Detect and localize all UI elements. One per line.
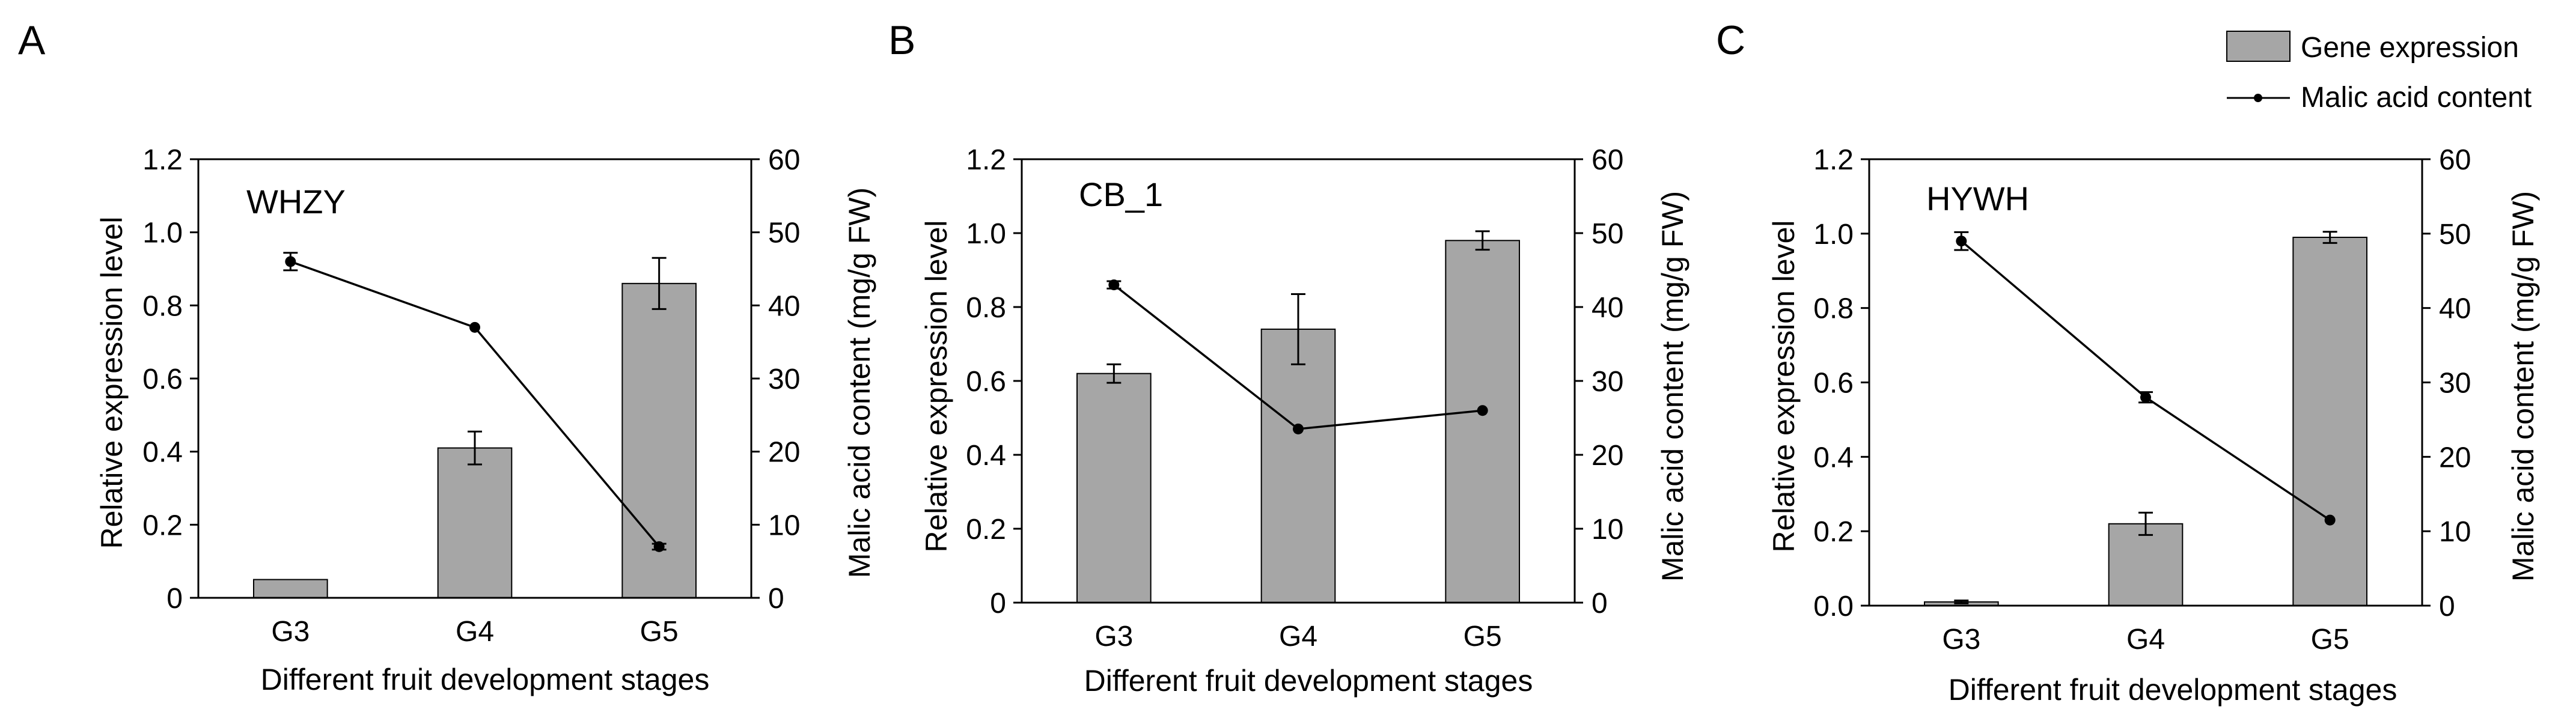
legend-line-marker: [2254, 94, 2262, 102]
legend: Gene expression Malic acid content: [2226, 31, 2532, 114]
y2-tick-label: 30: [768, 364, 800, 395]
x-tick-label: G5: [640, 616, 679, 648]
bar-g3: [253, 579, 328, 598]
y-tick-label: 0.2: [1813, 516, 1854, 548]
y-tick-label: 0: [166, 583, 183, 615]
y-tick-label: 0.4: [142, 437, 183, 469]
y2-tick-label: 30: [2439, 368, 2471, 400]
y2-tick-label: 50: [1592, 218, 1623, 250]
bar-g4: [1260, 328, 1336, 604]
malic-acid-line: [1961, 240, 2331, 522]
panel-title: WHZY: [246, 183, 346, 221]
x-tick-label: G5: [2311, 624, 2349, 656]
y-tick-label: 0.6: [1813, 368, 1854, 400]
y-tick-label: 0.8: [142, 290, 183, 322]
y-axis-label: Relative expression level: [95, 216, 129, 549]
y2-axis-label: Malic acid content (mg/g FW): [1656, 191, 1689, 582]
panel-title: CB_1: [1079, 175, 1163, 213]
y-axis-label: Relative expression level: [920, 220, 953, 552]
line-point-g4: [469, 321, 480, 333]
bar-g3: [1076, 373, 1152, 603]
line-point-g3: [1108, 279, 1120, 291]
y-axis-label: Relative expression level: [1767, 220, 1801, 552]
bar-g4: [2108, 523, 2184, 606]
x-tick-label: G3: [1942, 624, 1980, 656]
y2-tick-label: 60: [2439, 144, 2471, 176]
panel-c: C HYWH Relative expression level Malic a…: [1716, 17, 2540, 707]
y2-tick-label: 50: [2439, 219, 2471, 251]
y-tick-label: 1.0: [142, 218, 183, 249]
y-tick-label: 0: [990, 588, 1006, 619]
y2-tick-label: 10: [1592, 514, 1623, 546]
y-tick-label: 1.0: [1813, 219, 1854, 251]
x-axis-label: Different fruit development stages: [261, 663, 710, 696]
y2-tick-label: 40: [1592, 292, 1623, 324]
y2-tick-label: 10: [2439, 516, 2471, 548]
y2-tick-label: 20: [1592, 440, 1623, 472]
line-point-g5: [1477, 405, 1488, 416]
x-tick-label: G4: [2126, 624, 2165, 656]
y-tick-label: 0.8: [1813, 293, 1854, 325]
y2-tick-label: 10: [768, 510, 800, 541]
y2-tick-label: 40: [2439, 293, 2471, 325]
y2-tick-label: 20: [2439, 442, 2471, 473]
y-tick-label: 0.2: [142, 510, 183, 541]
panel-a: A WHZY Relative expression level Malic a…: [18, 17, 876, 696]
bar-g5: [1445, 240, 1520, 603]
bar-g5: [2292, 237, 2367, 606]
y-tick-label: 0.6: [966, 366, 1006, 398]
y-tick-label: 0.8: [966, 292, 1006, 324]
panel-letter: C: [1716, 17, 1745, 63]
y-tick-label: 0.4: [966, 440, 1006, 472]
y-tick-label: 0.4: [1813, 442, 1854, 473]
line-point-g5: [653, 541, 665, 552]
legend-bar-swatch: [2226, 31, 2291, 62]
x-tick-label: G3: [271, 616, 310, 648]
y-tick-label: 1.2: [966, 144, 1006, 176]
line-point-g4: [1293, 423, 1304, 434]
line-point-g5: [2324, 514, 2336, 526]
line-point-g4: [2140, 392, 2151, 403]
x-tick-label: G3: [1094, 621, 1133, 653]
y-tick-label: 1.0: [966, 218, 1006, 250]
y-tick-label: 1.2: [142, 144, 183, 176]
legend-line-label: Malic acid content: [2301, 82, 2532, 114]
y2-tick-label: 50: [768, 218, 800, 249]
y-tick-label: 1.2: [1813, 144, 1854, 176]
x-axis-label: Different fruit development stages: [1084, 664, 1533, 698]
line-point-g3: [1956, 236, 1967, 247]
y2-axis-label: Malic acid content (mg/g FW): [2506, 191, 2540, 582]
line-point-g3: [285, 256, 296, 267]
y2-tick-label: 40: [768, 290, 800, 322]
y2-tick-label: 60: [1592, 144, 1623, 176]
x-tick-label: G5: [1463, 621, 1502, 653]
y-tick-label: 0.0: [1813, 591, 1854, 622]
bar-g4: [437, 447, 513, 598]
panel-b: B CB_1 Relative expression level Malic a…: [888, 17, 1689, 698]
panel-title: HYWH: [1926, 180, 2029, 218]
x-tick-label: G4: [1279, 621, 1317, 653]
y2-tick-label: 0: [2439, 591, 2455, 622]
x-axis-label: Different fruit development stages: [1949, 673, 2397, 707]
y2-tick-label: 0: [768, 583, 784, 615]
legend-bar-label: Gene expression: [2301, 32, 2519, 64]
y2-tick-label: 0: [1592, 588, 1608, 619]
y2-axis-label: Malic acid content (mg/g FW): [843, 187, 876, 578]
panel-letter: A: [18, 17, 46, 63]
x-tick-label: G4: [456, 616, 494, 648]
y-tick-label: 0.6: [142, 364, 183, 395]
y2-tick-label: 60: [768, 144, 800, 176]
y2-tick-label: 30: [1592, 366, 1623, 398]
y2-tick-label: 20: [768, 437, 800, 469]
panel-letter: B: [888, 17, 915, 63]
y-tick-label: 0.2: [966, 514, 1006, 546]
